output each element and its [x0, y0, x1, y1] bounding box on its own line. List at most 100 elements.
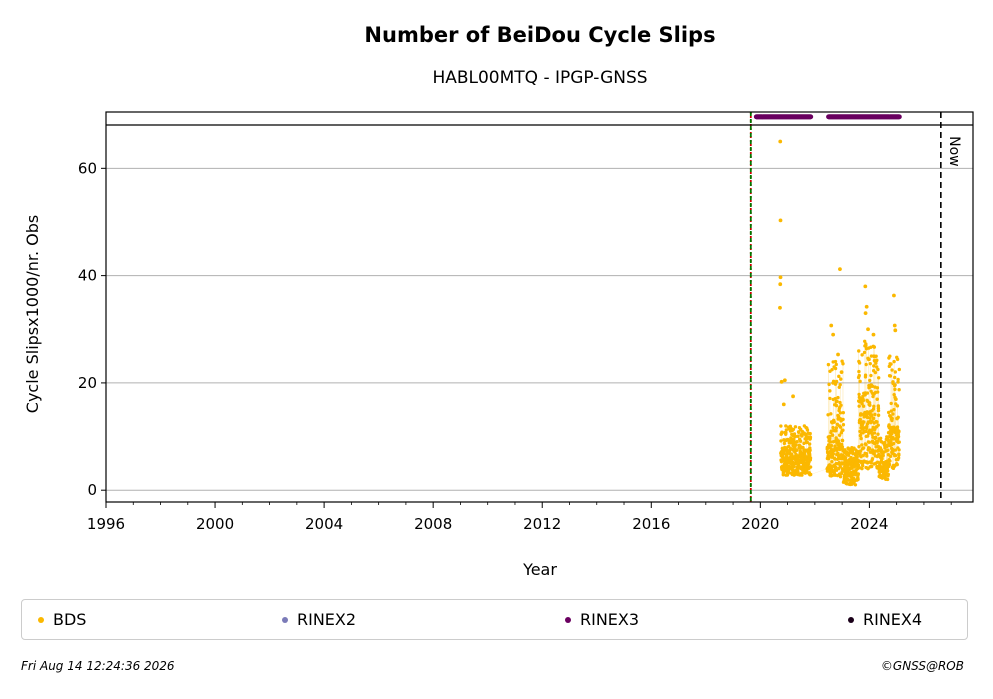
- axis-ticks: 0 20 40 60 1996 2000 2004 2008 2012 2016 2020 2024: [78, 159, 952, 533]
- bds-point: [784, 424, 788, 428]
- bds-point: [857, 373, 861, 378]
- bds-point: [808, 472, 813, 477]
- legend-label-rinex2: RINEX2: [297, 610, 357, 629]
- bds-point: [858, 379, 862, 384]
- bds-point: [894, 397, 898, 401]
- bds-point: [831, 452, 836, 456]
- bds-point: [897, 440, 901, 444]
- bds-point: [869, 354, 874, 358]
- bds-marker-icon: [38, 616, 44, 623]
- bds-point: [868, 403, 872, 407]
- bds-point: [828, 389, 832, 393]
- bds-point: [808, 453, 812, 457]
- bds-point: [808, 448, 812, 452]
- bds-point: [864, 343, 868, 348]
- bds-point: [792, 437, 796, 441]
- bds-point: [840, 438, 845, 443]
- bds-point: [872, 404, 876, 409]
- bds-point: [862, 350, 867, 355]
- bds-outlier-point: [836, 352, 840, 357]
- bds-point: [897, 388, 901, 392]
- bds-point: [784, 428, 789, 432]
- bds-outlier-point: [778, 139, 783, 144]
- rinex3-availability-point: [896, 114, 902, 120]
- now-label: Now: [946, 136, 962, 167]
- bds-point: [860, 463, 865, 468]
- legend-label-bds: BDS: [53, 610, 87, 629]
- bds-point: [858, 433, 863, 438]
- bds-point: [876, 413, 881, 417]
- bds-point: [881, 453, 885, 458]
- rinex3-marker-icon: [565, 616, 571, 623]
- bds-outlier-point: [866, 327, 870, 332]
- bds-point: [886, 472, 891, 477]
- bds-point: [896, 434, 901, 439]
- bds-point: [793, 434, 798, 439]
- bds-point: [876, 367, 880, 372]
- bds-point: [835, 399, 839, 403]
- bds-point: [833, 366, 838, 371]
- bds-point: [861, 446, 866, 450]
- bds-point: [888, 354, 892, 358]
- bds-point: [870, 464, 874, 469]
- bds-point: [869, 413, 874, 417]
- bds-outlier-point: [839, 370, 844, 375]
- bds-point: [796, 430, 801, 434]
- bds-point: [886, 469, 890, 473]
- bds-point: [833, 359, 838, 364]
- bds-point: [875, 390, 880, 394]
- bds-point: [791, 427, 796, 432]
- bds-point: [876, 423, 880, 427]
- bds-point: [868, 378, 872, 383]
- x-tick-label: 2004: [305, 515, 343, 533]
- bds-point: [885, 443, 890, 447]
- bds-point: [829, 412, 833, 416]
- bds-point: [866, 434, 870, 438]
- bds-point: [795, 448, 799, 452]
- bds-outlier-point: [778, 218, 783, 223]
- y-tick-label: 40: [78, 267, 97, 285]
- x-tick-label: 2024: [850, 515, 888, 533]
- bds-point: [837, 433, 842, 437]
- bds-outlier-point: [831, 332, 836, 337]
- bds-point: [896, 380, 900, 384]
- bds-point: [880, 457, 884, 461]
- bds-point: [828, 396, 832, 401]
- bds-point: [865, 454, 869, 458]
- legend-item-rinex3: RINEX3: [565, 600, 639, 639]
- bds-point: [782, 451, 786, 456]
- bds-point: [872, 345, 877, 349]
- bds-point: [853, 483, 858, 487]
- bds-point: [834, 429, 838, 433]
- bds-point: [886, 448, 890, 452]
- bds-point: [889, 409, 893, 413]
- bds-point: [834, 465, 838, 469]
- bds-point: [897, 367, 901, 372]
- bds-point: [897, 453, 901, 457]
- bds-point: [860, 443, 864, 447]
- bds-point: [876, 376, 881, 380]
- bds-point: [833, 457, 837, 461]
- bds-point: [830, 459, 834, 464]
- bds-point: [865, 391, 870, 395]
- plot-border: [105, 111, 974, 503]
- bds-point: [859, 436, 863, 441]
- bds-point: [838, 425, 843, 429]
- bds-outlier-point: [781, 402, 786, 407]
- bds-point: [833, 397, 837, 401]
- bds-point: [867, 446, 872, 451]
- bds-point: [834, 426, 839, 430]
- bds-point: [802, 441, 806, 446]
- bds-point: [871, 407, 876, 411]
- bds-point: [795, 440, 799, 444]
- bds-point: [871, 416, 876, 421]
- bds-point: [828, 440, 833, 444]
- bds-point: [876, 432, 880, 436]
- bds-point: [839, 403, 843, 407]
- bds-point: [893, 370, 897, 374]
- bds-point: [869, 373, 873, 378]
- bds-point: [841, 428, 845, 432]
- bds-point: [896, 377, 900, 382]
- bds-point: [841, 423, 846, 427]
- bds-point: [893, 448, 898, 452]
